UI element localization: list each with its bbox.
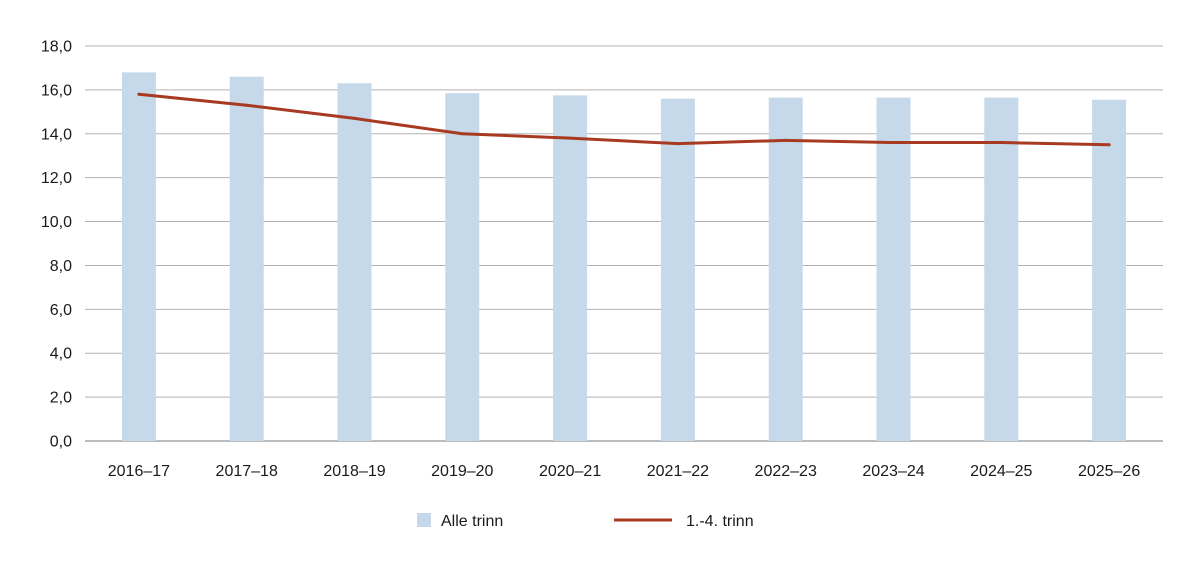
line-point-2020–21 bbox=[568, 136, 572, 140]
line-point-2018–19 bbox=[353, 116, 356, 120]
bar-2017–18 bbox=[229, 76, 264, 441]
bar-2025–26 bbox=[1092, 99, 1127, 441]
x-tick-label-8: 2024–25 bbox=[970, 463, 1032, 480]
line-point-2016–17 bbox=[137, 92, 141, 96]
y-tick-label-4: 8,0 bbox=[50, 258, 72, 275]
y-tick-label-2: 4,0 bbox=[50, 346, 72, 363]
line-point-2024–25 bbox=[999, 141, 1003, 145]
y-tick-label-8: 16,0 bbox=[41, 82, 72, 99]
y-tick-label-3: 6,0 bbox=[50, 302, 72, 319]
axis-layer: 0,0 2,0 4,0 6,0 8,0 10,0 12,0 14,0 16,0 18,0 2016–… bbox=[41, 39, 1140, 481]
x-tick-label-9: 2025–26 bbox=[1078, 463, 1140, 480]
x-tick-label-1: 2017–18 bbox=[216, 463, 278, 480]
y-tick-label-5: 10,0 bbox=[41, 214, 72, 231]
x-tick-label-6: 2022–23 bbox=[755, 463, 817, 480]
line-layer bbox=[137, 92, 1111, 147]
legend-line-label: 1.-4. trinn bbox=[686, 513, 754, 530]
y-tick-label-1: 2,0 bbox=[50, 390, 72, 407]
bar-2021–22 bbox=[660, 98, 695, 442]
line-point-2017–18 bbox=[245, 103, 249, 107]
bars-layer bbox=[121, 72, 1127, 442]
x-tick-label-4: 2020–21 bbox=[539, 463, 601, 480]
y-tick-label-7: 14,0 bbox=[41, 126, 72, 143]
bar-2023–24 bbox=[876, 97, 911, 441]
x-tick-label-2: 2018–19 bbox=[323, 463, 385, 480]
grid-layer bbox=[85, 45, 1163, 442]
y-tick-label-0: 0,0 bbox=[50, 434, 72, 451]
x-tick-label-3: 2019–20 bbox=[431, 463, 493, 480]
y-tick-label-6: 12,0 bbox=[41, 170, 72, 187]
bar-2022–23 bbox=[768, 97, 803, 441]
bar-2018–19 bbox=[337, 83, 372, 442]
x-tick-label-5: 2021–22 bbox=[647, 463, 709, 480]
line-series-1-4-trinn bbox=[137, 92, 1111, 147]
legend-layer: Alle trinn 1.-4. trinn bbox=[417, 513, 754, 530]
line-point-2019–20 bbox=[460, 132, 464, 136]
line-point-2025–26 bbox=[1107, 143, 1111, 147]
x-tick-label-0: 2016–17 bbox=[108, 463, 170, 480]
legend-bar-swatch bbox=[417, 513, 431, 527]
bar-2019–20 bbox=[445, 93, 480, 442]
x-tick-label-7: 2023–24 bbox=[862, 463, 924, 480]
line-point-2023–24 bbox=[892, 141, 895, 145]
bar-2016–17 bbox=[121, 72, 156, 441]
bar-2024–25 bbox=[984, 97, 1019, 441]
legend-bar-label: Alle trinn bbox=[441, 513, 503, 530]
line-point-2022–23 bbox=[784, 138, 788, 142]
line-point-2021–22 bbox=[676, 142, 680, 146]
bar-2020–21 bbox=[553, 95, 588, 441]
y-tick-label-9: 18,0 bbox=[41, 39, 72, 56]
